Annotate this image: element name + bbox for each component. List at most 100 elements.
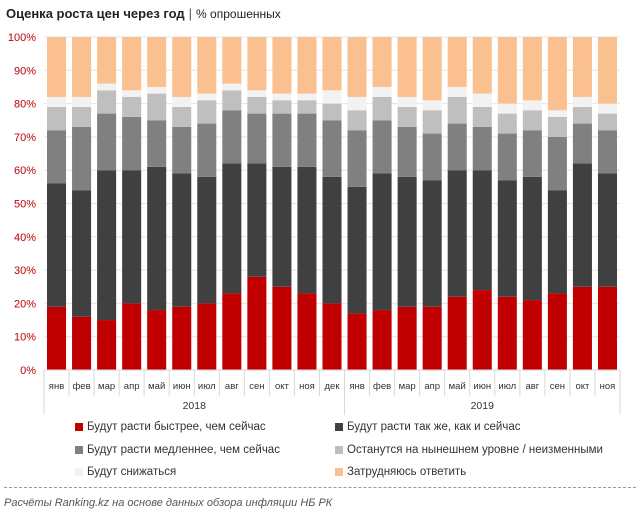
x-tick-label: окт [275,381,290,392]
bar-segment [47,106,67,131]
bar-segment [472,290,492,370]
bar-segment [422,180,442,307]
bar-segment [522,130,542,177]
bar-segment [572,96,592,107]
bar-segment [322,103,342,121]
legend-item: Останутся на нынешнем уровне / неизменны… [335,444,603,456]
bar-segment [47,183,67,307]
legend-label: Будут расти быстрее, чем сейчас [87,421,266,433]
x-tick-label: мар [399,381,416,392]
bar-segment [347,37,367,97]
bar-segment [172,173,192,307]
x-tick-label: сен [249,381,264,392]
bar-segment [347,110,367,131]
y-tick-label: 50% [14,199,36,211]
bar-segment [372,173,392,311]
group-label: 2019 [471,400,495,412]
legend-swatch [75,423,83,431]
bar-segment [572,106,592,124]
bar-segment [447,86,467,97]
bar-segment [372,120,392,174]
bar-segment [147,310,167,370]
bar-segment [422,100,442,111]
bar-segment [222,83,242,91]
legend-item: Будут расти медленнее, чем сейчас [75,444,280,456]
legend-swatch [335,446,343,454]
x-tick-label: ноя [600,381,616,392]
bar-segment [222,293,242,370]
bar-segment [72,96,92,107]
bar-segment [497,180,517,297]
bar-segment [197,123,217,177]
bar-segment [272,93,292,101]
bar-segment [247,37,267,91]
bar-segment [122,37,142,91]
bar-segment [497,37,517,104]
bar-segment [322,90,342,104]
bar-segment [147,86,167,94]
legend-label: Затрудняюсь ответить [347,466,467,478]
bar-segment [247,163,267,277]
bar-segment [372,310,392,370]
x-tick-label: фев [72,381,90,392]
x-tick-label: апр [124,381,140,392]
bar-segment [397,96,417,107]
bar-segment [597,130,617,174]
bar-segment [347,186,367,314]
legend-swatch [335,468,343,476]
bar-segment [422,37,442,101]
bar-segment [197,100,217,124]
chart-title: Оценка роста цен через год [6,6,185,21]
legend-item: Будут расти так же, как и сейчас [335,421,520,433]
legend-item: Будут снижаться [75,466,176,478]
bar-segment [172,126,192,174]
x-tick-label: мар [98,381,115,392]
x-tick-label: июн [173,381,191,392]
bar-segment [272,100,292,114]
bar-segment [597,37,617,104]
bar-segment [297,293,317,370]
bar-segment [122,116,142,171]
bar-segment [547,110,567,117]
x-tick-label: дек [325,381,341,392]
bar-segment [522,300,542,370]
bar-segment [72,316,92,370]
x-tick-label: сен [550,381,565,392]
bar-segment [547,190,567,294]
bar-segment [72,37,92,97]
bar-segment [397,37,417,97]
bar-segment [147,120,167,167]
bar-segment [222,163,242,294]
bar-segment [72,190,92,317]
bar-segment [422,306,442,370]
x-tick-label: июл [498,381,516,392]
bar-segment [447,170,467,297]
bar-segment [397,176,417,307]
bar-segment [547,136,567,191]
bar-segment [472,170,492,291]
bar-segment [247,96,267,114]
bar-segment [472,126,492,171]
bar-segment [522,176,542,301]
bar-segment [572,123,592,164]
x-tick-label: май [449,381,466,392]
bar-segment [147,166,167,311]
bar-segment [147,37,167,87]
bar-segment [372,96,392,121]
bar-segment [472,93,492,107]
bar-segment [572,163,592,287]
chart-title-block: Оценка роста цен через год |% опрошенных [6,6,281,21]
bar-segment [297,37,317,94]
x-tick-label: авг [225,381,239,392]
legend-item: Затрудняюсь ответить [335,466,466,478]
bar-segment [522,110,542,131]
bar-segment [222,110,242,164]
x-tick-label: фев [373,381,391,392]
bar-segment [47,130,67,184]
bar-segment [397,306,417,370]
bar-segment [122,170,142,304]
y-tick-label: 10% [14,332,36,344]
bar-segment [122,303,142,370]
legend-label: Будут расти медленнее, чем сейчас [87,444,280,456]
